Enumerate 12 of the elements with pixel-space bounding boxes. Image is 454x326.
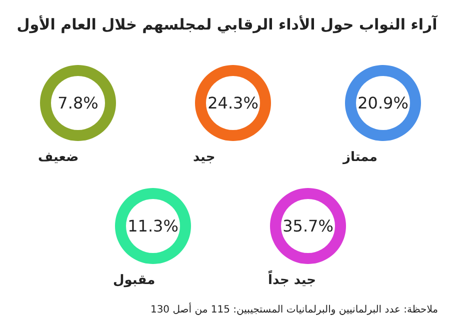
category-label: جيد جداً: [268, 270, 316, 288]
data-label: 7.8%: [58, 94, 98, 112]
data-label: 35.7%: [282, 216, 334, 236]
data-label: 11.3%: [128, 216, 178, 236]
data-label: 24.3%: [208, 94, 258, 112]
category-label: جيد: [193, 150, 216, 165]
category-label: ممتاز: [342, 150, 378, 165]
category-label: ضعيف: [38, 150, 79, 165]
text: ملاحظة: عدد البرلمانيين والبرلمانيات المستجيبين: 115 من أصل 130: [150, 302, 438, 316]
data-label: 20.9%: [358, 94, 408, 112]
text: آراء النواب حول الأداء الرقابي لمجلسهم خلال العام الأول: [16, 14, 438, 34]
category-label: مقبول: [113, 273, 156, 288]
